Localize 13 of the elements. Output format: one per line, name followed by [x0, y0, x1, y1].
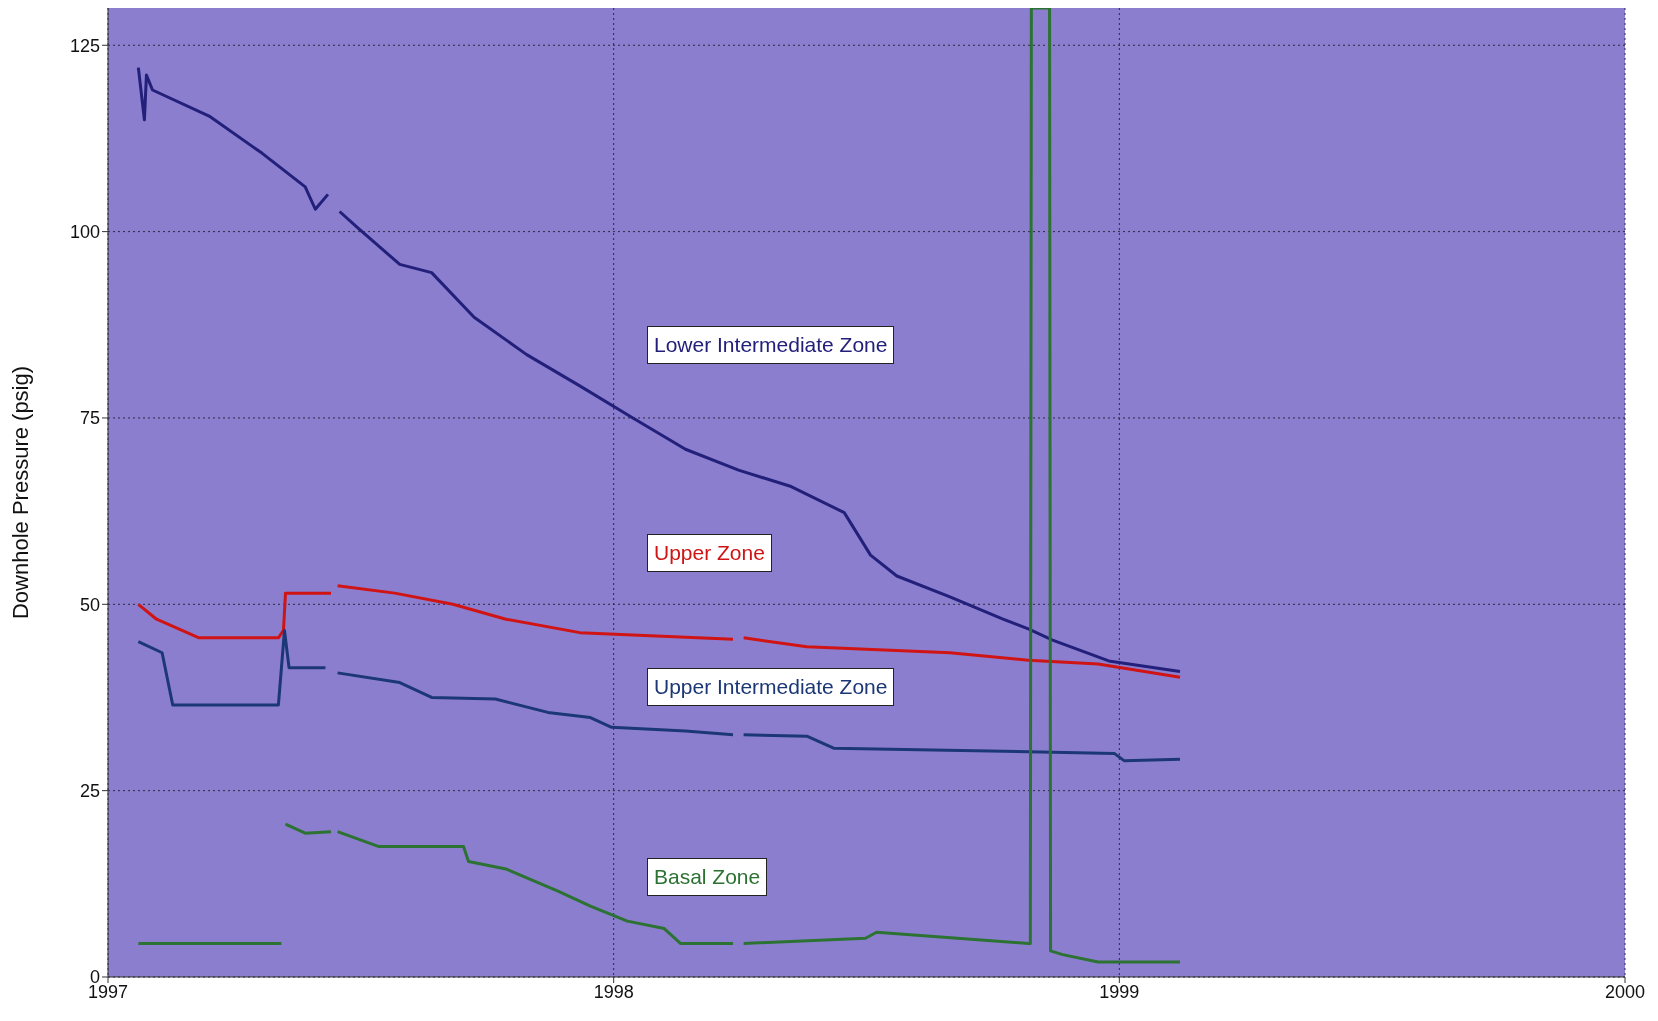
text: Upper Zone: [647, 534, 772, 572]
y-tick-label: 25: [79, 781, 100, 802]
y-tick-label: 100: [69, 222, 100, 243]
x-tick-label: 1998: [593, 981, 634, 1002]
x-tick-label: 1999: [1099, 981, 1140, 1002]
y-tick-label: 50: [79, 594, 100, 615]
series-label: Basal Zone: [647, 858, 768, 896]
y-axis-title: Downhole Pressure (psig): [7, 365, 33, 620]
text: Lower Intermediate Zone: [647, 326, 895, 364]
x-tick-label: 2000: [1604, 981, 1646, 1002]
y-tick-label: 75: [79, 408, 100, 429]
y-tick-label: 125: [69, 35, 100, 56]
series-label: Upper Intermediate Zone: [647, 668, 895, 706]
